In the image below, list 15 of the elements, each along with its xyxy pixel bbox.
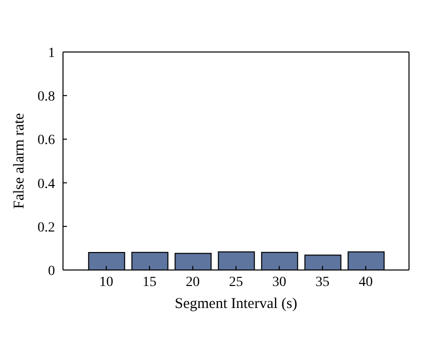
y-tick-label: 0.8 [38, 90, 55, 105]
y-tick-label: 1 [48, 46, 55, 61]
x-tick-label: 10 [99, 274, 114, 290]
y-tick-label: 0.4 [38, 176, 55, 192]
x-tick-label: 25 [229, 274, 243, 290]
x-tick-label: 15 [142, 274, 156, 290]
x-tick-label: 30 [272, 274, 286, 290]
x-tick-label: 20 [186, 274, 200, 290]
x-axis-title: Segment Interval (s) [174, 296, 298, 312]
x-tick-label: 40 [358, 274, 373, 290]
y-tick-label: 0.2 [38, 220, 55, 236]
y-tick-label: 0 [48, 264, 55, 279]
x-tick-label: 35 [316, 274, 330, 290]
y-tick-label: 0.6 [38, 133, 55, 148]
y-axis-title: False alarm rate [11, 112, 28, 209]
